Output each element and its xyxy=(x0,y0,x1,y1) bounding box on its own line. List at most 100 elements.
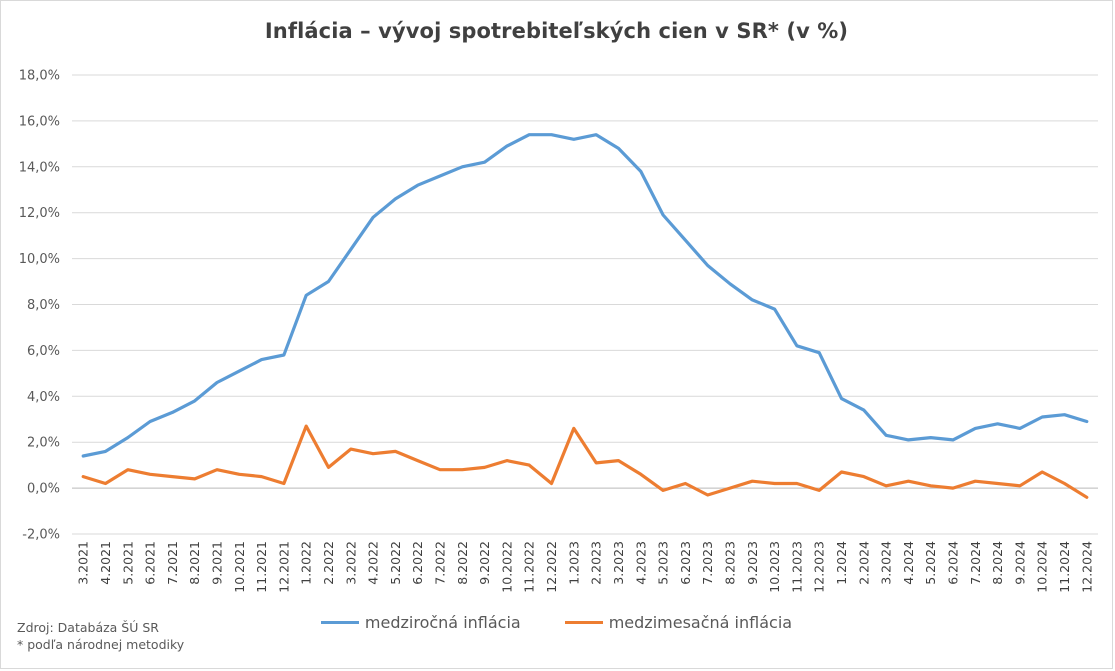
data-point-mom xyxy=(394,450,397,453)
x-axis: 3.2021 4.2021 5.2021 6.2021 7.2021 8.2021 9.20… xyxy=(76,541,1095,593)
data-point-mom xyxy=(974,480,977,483)
data-point-mom xyxy=(550,482,553,485)
x-tick-label: 7.2023 xyxy=(700,541,715,585)
data-point-mom xyxy=(193,478,196,480)
data-point-mom xyxy=(617,459,620,462)
data-point-yoy xyxy=(528,133,531,136)
y-tick-label: 4,0% xyxy=(27,390,60,405)
x-tick-label: 3.2024 xyxy=(879,541,894,585)
data-point-yoy xyxy=(639,170,642,173)
source-line: Zdroj: Databáza ŠÚ SR xyxy=(17,620,159,635)
data-point-yoy xyxy=(595,133,597,136)
data-point-yoy xyxy=(394,198,397,200)
data-point-yoy xyxy=(1019,427,1021,430)
legend-label-mom: medzimesačná inflácia xyxy=(608,613,793,632)
x-tick-label: 3.2022 xyxy=(343,541,358,585)
data-point-yoy xyxy=(171,411,174,414)
data-point-yoy xyxy=(327,280,330,283)
data-point-yoy xyxy=(706,264,709,267)
data-point-yoy xyxy=(885,434,887,437)
x-tick-label: 10.2023 xyxy=(767,541,782,593)
data-point-yoy xyxy=(1086,420,1088,423)
x-tick-label: 7.2024 xyxy=(968,541,983,585)
x-tick-label: 5.2024 xyxy=(923,541,938,585)
data-point-mom xyxy=(506,459,508,462)
legend-item-yoy: medziročná inflácia xyxy=(320,613,521,632)
series-lines xyxy=(81,133,1089,499)
data-point-yoy xyxy=(126,436,129,439)
x-tick-label: 6.2021 xyxy=(143,541,158,585)
x-tick-label: 1.2023 xyxy=(566,541,581,585)
data-point-yoy xyxy=(818,351,820,354)
data-point-yoy xyxy=(550,133,553,136)
data-point-yoy xyxy=(461,166,464,168)
x-tick-label: 12.2022 xyxy=(544,541,559,593)
methodology-note: * podľa národnej metodiky xyxy=(17,637,185,652)
x-tick-label: 8.2021 xyxy=(187,541,202,585)
data-point-mom xyxy=(706,494,709,496)
x-tick-label: 5.2022 xyxy=(388,541,403,585)
data-point-mom xyxy=(126,468,129,471)
data-point-yoy xyxy=(1063,413,1066,416)
data-point-yoy xyxy=(974,427,977,430)
data-point-mom xyxy=(996,482,999,485)
x-tick-label: 8.2024 xyxy=(990,541,1005,585)
legend-item-mom: medzimesačná inflácia xyxy=(564,613,793,632)
data-point-mom xyxy=(171,475,174,478)
data-point-mom xyxy=(952,487,954,489)
gridlines xyxy=(72,74,1098,535)
data-point-mom xyxy=(149,473,151,476)
y-tick-label: 16,0% xyxy=(19,114,60,129)
data-point-yoy xyxy=(104,450,107,453)
x-tick-label: 1.2024 xyxy=(834,541,849,585)
data-point-yoy xyxy=(907,439,910,441)
data-point-yoy xyxy=(573,138,575,141)
x-tick-label: 8.2022 xyxy=(455,541,470,585)
data-point-yoy xyxy=(952,439,954,441)
data-point-mom xyxy=(439,468,441,471)
y-tick-label: 10,0% xyxy=(19,252,60,267)
data-point-mom xyxy=(796,482,798,485)
data-point-yoy xyxy=(506,145,508,147)
data-point-yoy xyxy=(283,354,285,356)
x-tick-label: 4.2023 xyxy=(633,541,648,585)
data-point-mom xyxy=(528,464,531,466)
y-tick-label: 12,0% xyxy=(19,206,60,221)
y-axis: -2,0% 0,0% 2,0% 4,0% 6,0% 8,0% 10,0% 12,0% 14,0%… xyxy=(19,69,60,543)
data-point-mom xyxy=(639,473,642,476)
data-point-yoy xyxy=(483,161,486,164)
x-tick-label: 4.2021 xyxy=(98,541,113,585)
data-point-mom xyxy=(372,452,374,455)
x-tick-label: 11.2024 xyxy=(1057,541,1072,593)
x-tick-label: 8.2023 xyxy=(722,541,737,585)
data-point-mom xyxy=(350,448,352,450)
data-point-yoy xyxy=(617,147,620,150)
data-point-mom xyxy=(684,482,687,485)
x-tick-label: 2.2022 xyxy=(321,541,336,585)
legend: medziročná inflácia medzimesačná infláci… xyxy=(1,613,1112,632)
x-tick-label: 9.2021 xyxy=(209,541,224,585)
x-tick-label: 10.2021 xyxy=(232,541,247,593)
y-tick-label: 6,0% xyxy=(27,344,60,359)
data-point-yoy xyxy=(996,423,999,425)
data-point-mom xyxy=(1019,485,1021,487)
y-tick-label: 18,0% xyxy=(19,69,60,84)
data-point-yoy xyxy=(82,455,84,457)
x-tick-label: 5.2023 xyxy=(656,541,671,585)
data-point-yoy xyxy=(751,299,754,301)
data-point-yoy xyxy=(729,283,731,285)
data-point-yoy xyxy=(260,358,263,361)
data-point-yoy xyxy=(863,409,865,411)
x-tick-label: 9.2023 xyxy=(745,541,760,585)
x-tick-label: 11.2022 xyxy=(522,541,537,593)
data-point-mom xyxy=(929,485,932,487)
x-tick-label: 10.2024 xyxy=(1035,541,1050,593)
x-tick-label: 12.2024 xyxy=(1079,541,1094,593)
data-point-yoy xyxy=(773,308,776,310)
data-point-mom xyxy=(260,475,263,478)
data-point-yoy xyxy=(1041,416,1044,418)
x-tick-label: 3.2021 xyxy=(76,541,91,585)
data-point-yoy xyxy=(238,370,241,372)
data-point-mom xyxy=(238,473,241,476)
